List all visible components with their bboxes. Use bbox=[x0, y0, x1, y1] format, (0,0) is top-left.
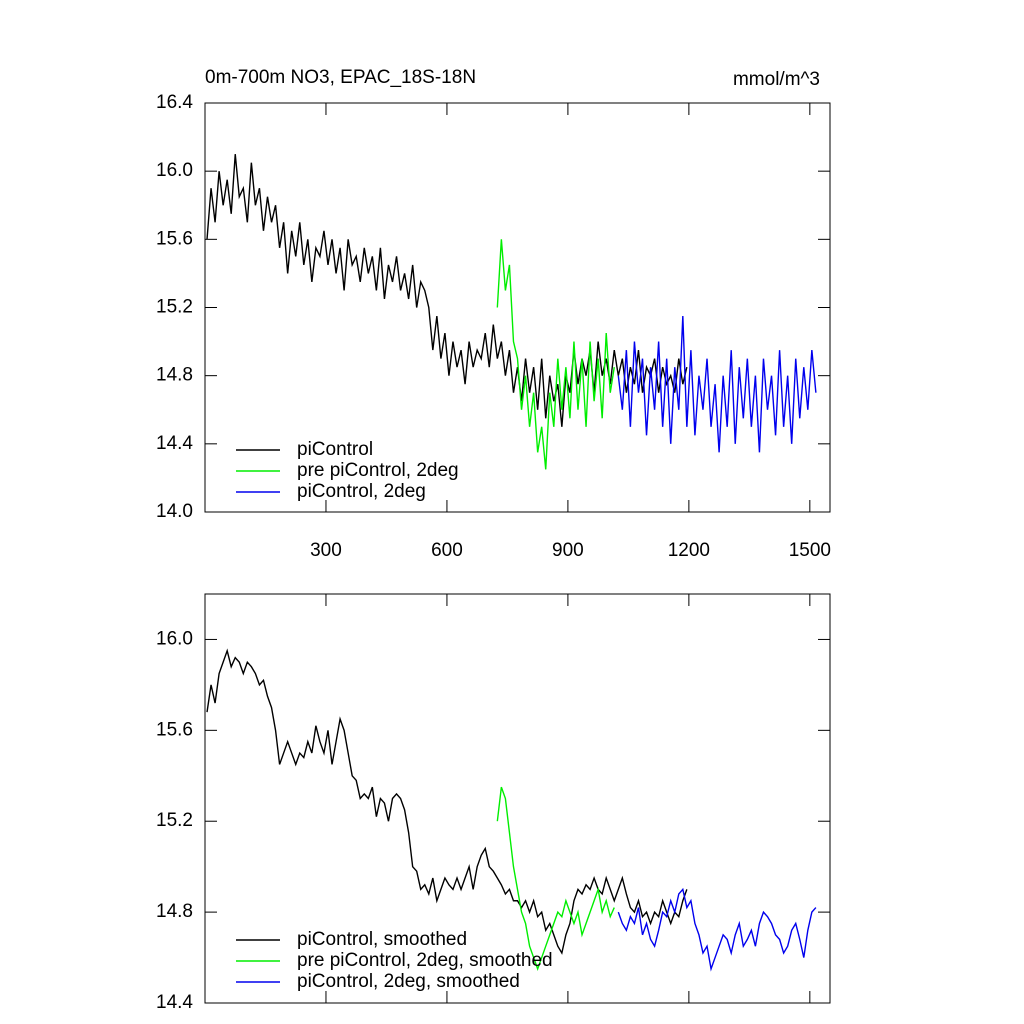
series-line bbox=[206, 648, 688, 955]
series-line bbox=[617, 887, 817, 972]
y-tick-label: 14.8 bbox=[156, 365, 193, 386]
y-tick-label: 15.6 bbox=[156, 228, 193, 249]
y-tick-label: 16.0 bbox=[156, 628, 193, 649]
y-tick-label: 14.4 bbox=[156, 992, 193, 1013]
series-line bbox=[496, 239, 615, 470]
legend-label: piControl, 2deg bbox=[297, 481, 426, 502]
plot-frame bbox=[204, 593, 831, 1004]
series-line bbox=[617, 315, 817, 453]
y-tick-label: 16.0 bbox=[156, 160, 193, 181]
x-tick-label: 300 bbox=[310, 540, 342, 561]
y-tick-label: 15.2 bbox=[156, 297, 193, 318]
legend-label: pre piControl, 2deg bbox=[297, 460, 459, 481]
y-tick-label: 14.4 bbox=[156, 433, 193, 454]
y-tick-label: 15.6 bbox=[156, 719, 193, 740]
x-tick-label: 1500 bbox=[789, 540, 831, 561]
x-tick-label: 900 bbox=[552, 540, 584, 561]
y-tick-label: 16.4 bbox=[156, 92, 193, 113]
series-line bbox=[496, 786, 615, 972]
legend-label: pre piControl, 2deg, smoothed bbox=[297, 950, 553, 971]
y-tick-label: 14.8 bbox=[156, 901, 193, 922]
y-tick-label: 15.2 bbox=[156, 810, 193, 831]
x-tick-label: 1200 bbox=[668, 540, 710, 561]
legend-label: piControl bbox=[297, 439, 373, 460]
legend-label: piControl, 2deg, smoothed bbox=[297, 971, 520, 992]
x-tick-label: 600 bbox=[431, 540, 463, 561]
units-label: mmol/m^3 bbox=[733, 69, 820, 90]
chart-title: 0m-700m NO3, EPAC_18S-18N bbox=[205, 67, 476, 88]
y-tick-label: 14.0 bbox=[156, 501, 193, 522]
series-line bbox=[206, 154, 688, 427]
legend-label: piControl, smoothed bbox=[297, 929, 467, 950]
